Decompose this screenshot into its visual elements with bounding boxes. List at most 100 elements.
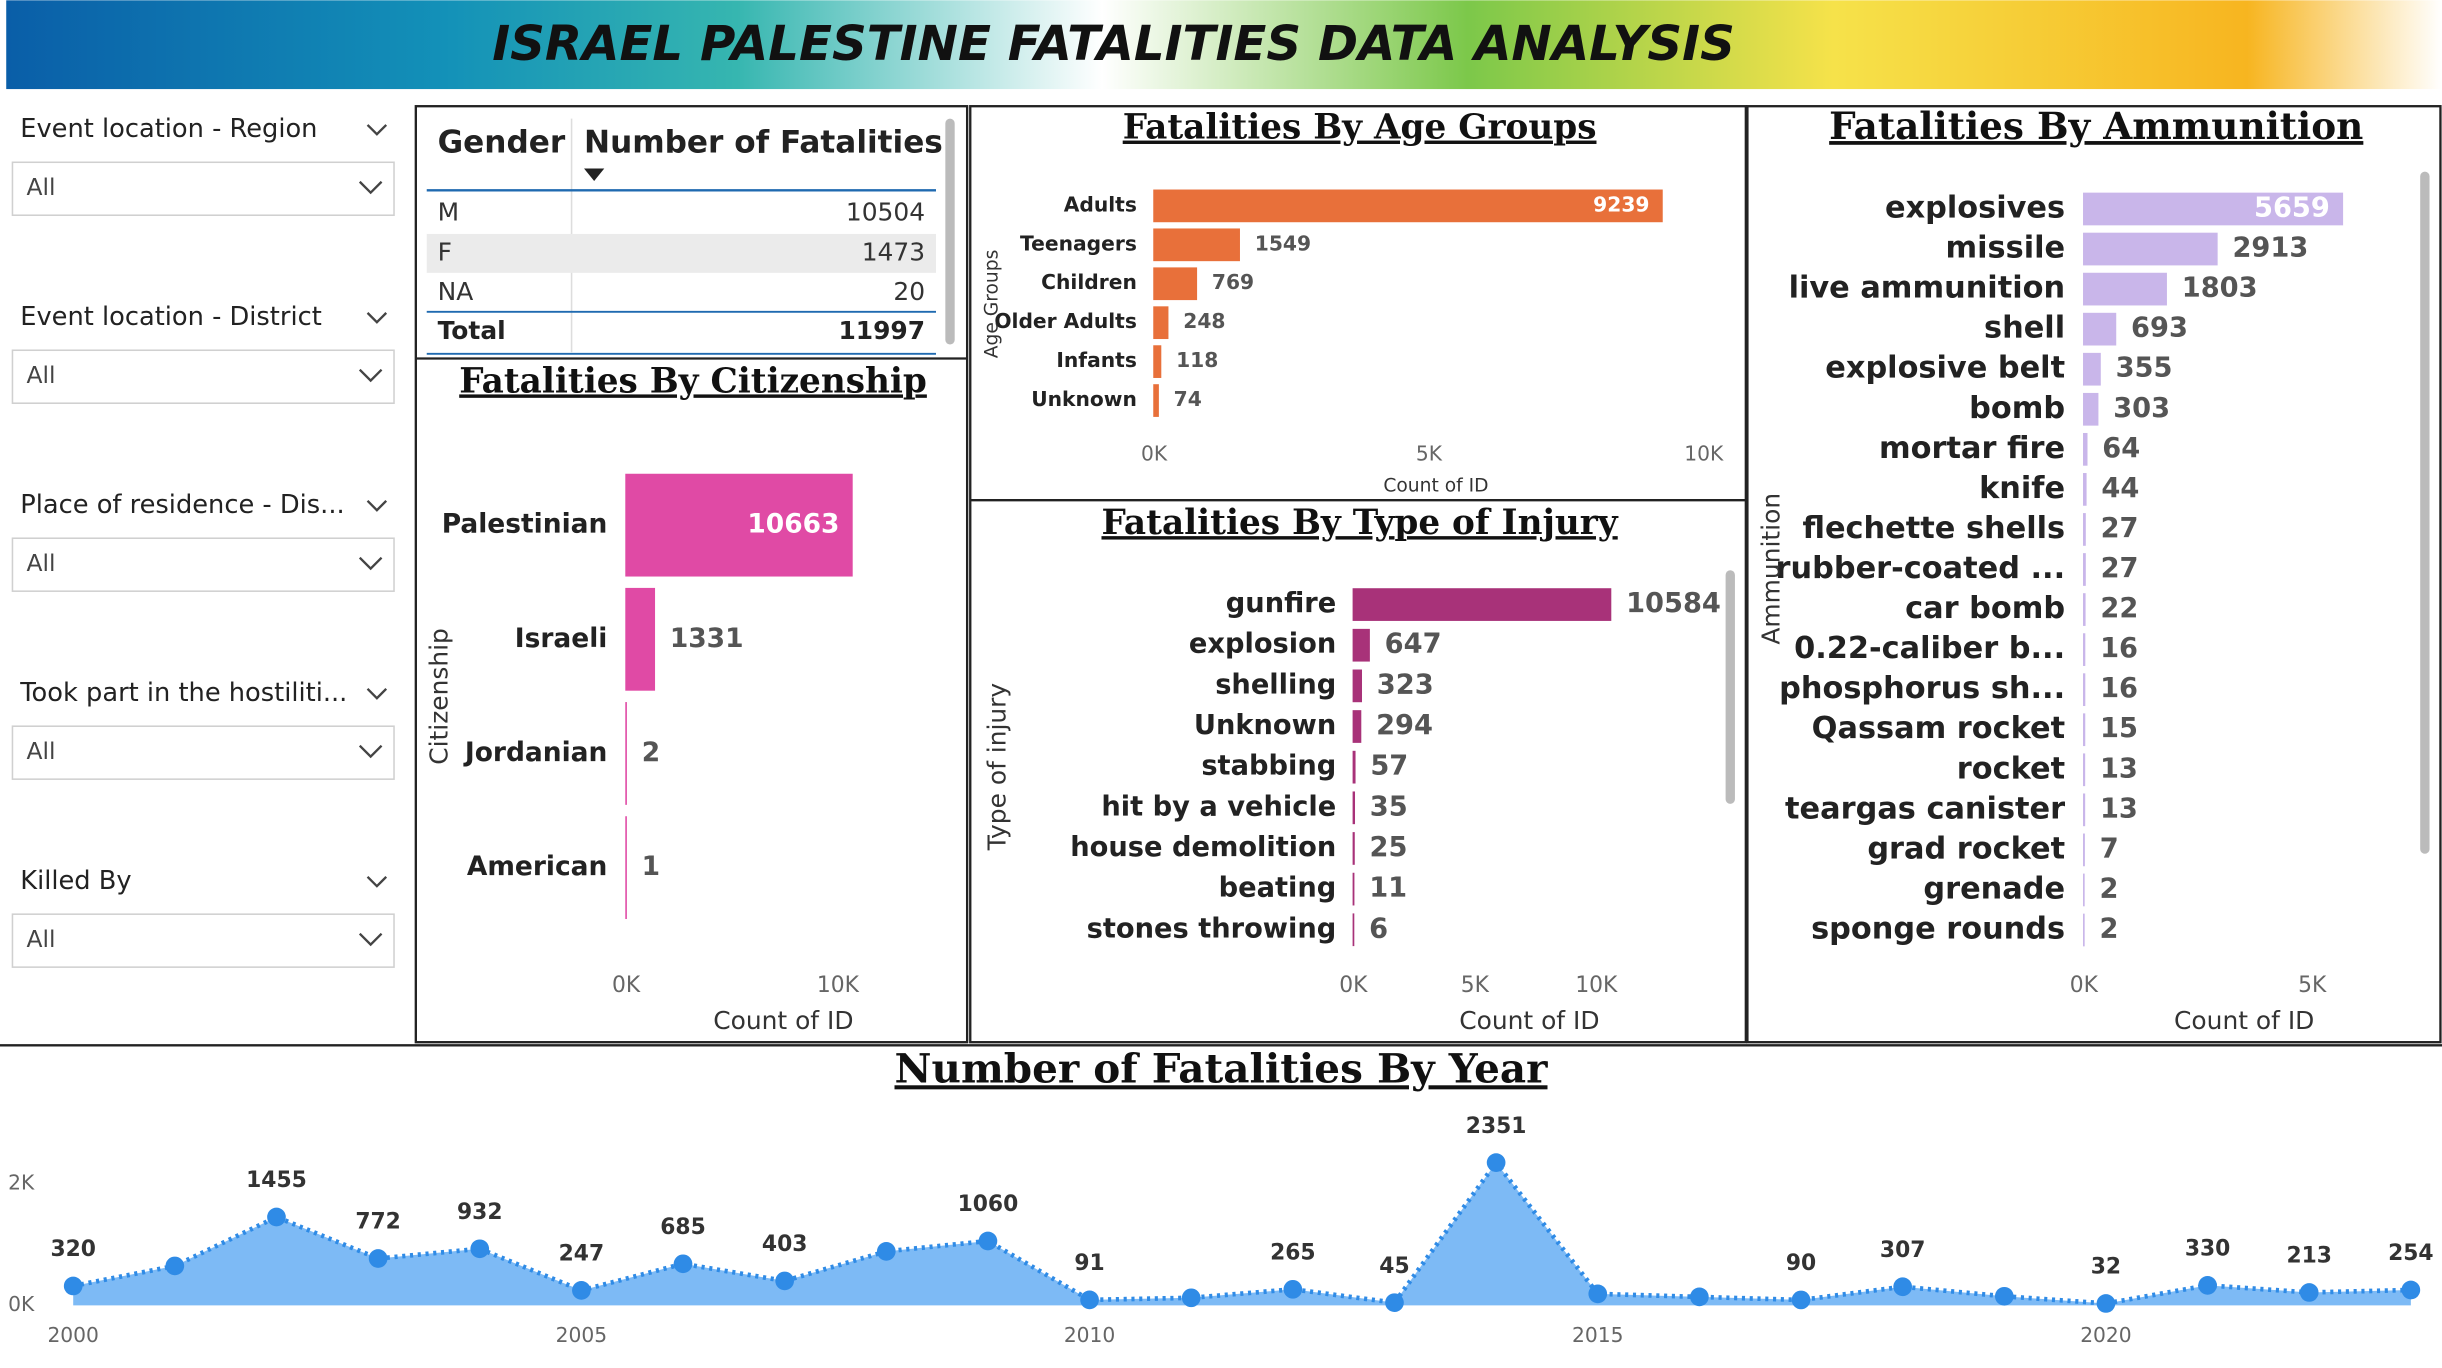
filter-label: Took part in the hostiliti... — [19, 678, 347, 708]
value-label: 35 — [1370, 791, 1408, 822]
category-label: explosion — [1189, 629, 1336, 660]
x-tick-label: 0K — [612, 973, 641, 998]
category-label: sponge rounds — [1811, 912, 2065, 947]
bar — [1352, 669, 1363, 703]
bar — [1352, 588, 1612, 621]
category-label: Older Adults — [994, 309, 1137, 333]
point — [978, 1231, 998, 1251]
dashboard-title: ISRAEL PALESTINE FATALITIES DATA ANALYSI… — [492, 16, 1735, 72]
category-label: American — [467, 851, 608, 882]
value-label: 6 — [1369, 913, 1388, 944]
category-label: stabbing — [1201, 751, 1336, 782]
value-label: 265 — [1270, 1240, 1316, 1265]
y-tick-label: 2K — [8, 1170, 35, 1194]
bar — [2083, 673, 2086, 707]
value-label: 10584 — [1626, 588, 1721, 619]
x-tick-label: 0K — [1141, 442, 1168, 466]
bar — [625, 587, 656, 691]
x-tick-label: 2000 — [47, 1323, 99, 1347]
category-label: Children — [1041, 270, 1137, 294]
category-label: teargas canister — [1785, 791, 2065, 826]
point — [267, 1207, 286, 1227]
category-label: flechette shells — [1802, 511, 2065, 546]
bar — [2083, 713, 2086, 747]
banner — [6, 0, 2442, 90]
filter-value: All — [26, 173, 55, 201]
value-label: 118 — [1176, 348, 1218, 372]
point — [1588, 1284, 1608, 1304]
filter-value: All — [26, 925, 55, 953]
bar — [2083, 553, 2086, 586]
point — [1893, 1277, 1913, 1297]
category-label: knife — [1979, 471, 2065, 506]
table-header: Gender — [438, 125, 566, 161]
category-label: Unknown — [1031, 387, 1137, 411]
point — [1181, 1288, 1201, 1308]
table-cell: 1473 — [862, 237, 925, 266]
filter-dropdown[interactable] — [11, 349, 395, 404]
filter-dropdown[interactable] — [11, 725, 395, 780]
value-label: 303 — [2113, 393, 2170, 424]
value-label: 323 — [1377, 669, 1434, 700]
filter-label: Event location - Region — [20, 114, 317, 144]
value-label: 330 — [2185, 1237, 2231, 1262]
bar — [2083, 513, 2086, 546]
value-label: 403 — [762, 1232, 808, 1257]
chart-title: Fatalities By Type of Injury — [1101, 503, 1618, 543]
bar — [1153, 267, 1198, 301]
category-label: Palestinian — [442, 509, 608, 540]
category-label: gunfire — [1226, 588, 1336, 619]
value-label: 15 — [2100, 713, 2138, 744]
point — [165, 1256, 185, 1276]
value-label: 74 — [1174, 387, 1202, 411]
y-axis-title: Type of injury — [982, 683, 1011, 851]
filter-dropdown[interactable] — [11, 161, 395, 217]
filter-label: Event location - District — [20, 302, 322, 332]
table-cell: F — [438, 237, 452, 266]
value-label: 769 — [1212, 270, 1254, 294]
x-tick-label: 2020 — [2080, 1323, 2132, 1347]
area-fill — [73, 1162, 2411, 1306]
chevron — [366, 124, 388, 136]
chevron — [358, 556, 383, 571]
bar — [2083, 272, 2167, 306]
category-label: grad rocket — [1867, 831, 2065, 866]
bar — [1153, 384, 1159, 417]
category-label: Teenagers — [1020, 231, 1137, 255]
bar — [1153, 306, 1169, 340]
filter-dropdown[interactable] — [11, 913, 395, 968]
value-label: 693 — [2131, 313, 2188, 344]
point — [2299, 1283, 2319, 1302]
x-axis-title: Count of ID — [2174, 1006, 2314, 1035]
row-band — [426, 233, 936, 273]
value-label: 647 — [1385, 629, 1442, 660]
point — [775, 1271, 795, 1291]
table-cell: M — [438, 198, 460, 227]
chevron — [358, 368, 383, 383]
category-label: explosives — [1885, 190, 2065, 225]
category-label: car bomb — [1905, 591, 2065, 626]
category-label: Unknown — [1194, 710, 1336, 741]
chevron — [366, 312, 388, 324]
category-label: missile — [1946, 231, 2066, 266]
filter-label: Killed By — [20, 866, 131, 896]
x-tick-label: 2005 — [556, 1323, 608, 1347]
value-label: 13 — [2100, 753, 2138, 784]
point — [1486, 1153, 1506, 1172]
x-axis-title: Count of ID — [1383, 476, 1488, 497]
value-label: 45 — [1379, 1254, 1409, 1279]
value-label: 1 — [642, 851, 660, 882]
x-tick-label: 0K — [2070, 973, 2099, 998]
category-label: beating — [1219, 873, 1337, 904]
filter-dropdown[interactable] — [11, 537, 395, 592]
value-label: 9239 — [1593, 192, 1649, 216]
value-label: 64 — [2102, 433, 2140, 464]
point — [63, 1276, 83, 1296]
point — [1080, 1290, 1099, 1310]
value-label: 22 — [2100, 593, 2138, 624]
value-label: 91 — [1074, 1251, 1104, 1276]
value-label: 44 — [2101, 473, 2139, 504]
bar — [2083, 192, 2344, 226]
x-axis-title: Count of ID — [713, 1006, 853, 1035]
sort-arrow — [584, 168, 605, 181]
